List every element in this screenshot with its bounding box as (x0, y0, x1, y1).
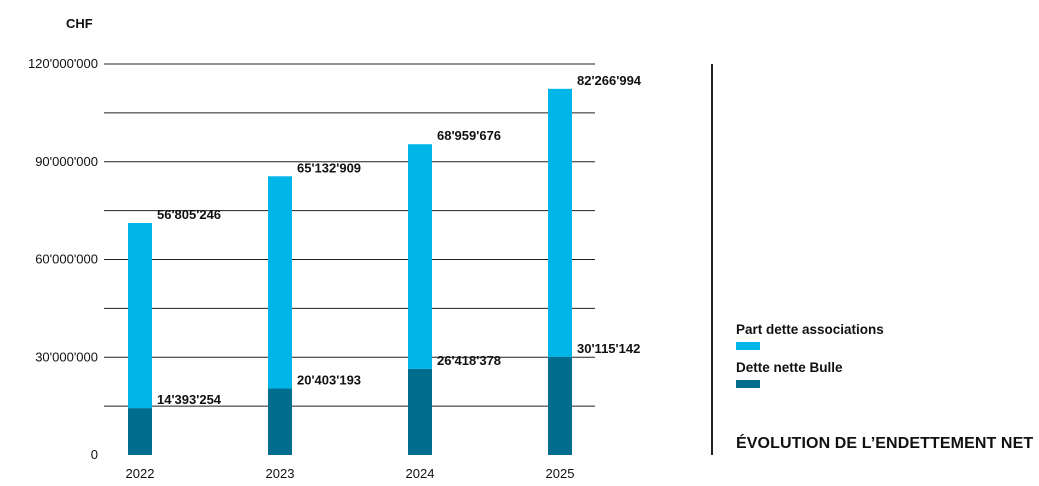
y-tick-label: 120'000'000 (28, 56, 98, 71)
y-tick-label: 30'000'000 (35, 349, 98, 364)
legend-item-bulle: Dette nette Bulle (736, 360, 884, 388)
bar-segment-bulle (128, 408, 152, 455)
grid-lines (104, 63, 595, 407)
y-tick-label: 60'000'000 (35, 252, 98, 267)
bar-segment-associations (128, 223, 152, 409)
legend-item-associations: Part dette associations (736, 322, 884, 350)
bar-segment-bulle (408, 368, 432, 455)
bar-value-label: 65'132'909 (297, 160, 361, 175)
chart-title: ÉVOLUTION DE L’ENDETTEMENT NET (736, 435, 1034, 452)
bar-segment-associations (268, 176, 292, 389)
bar-value-label: 20'403'193 (297, 373, 361, 388)
bar-segment-associations (408, 144, 432, 369)
x-tick-label: 2025 (546, 466, 575, 481)
bar-value-label: 14'393'254 (157, 392, 222, 407)
bar-value-label: 30'115'142 (577, 341, 640, 356)
x-axis-ticks: 2022 2023 2024 2025 (126, 466, 575, 481)
vertical-divider (711, 64, 713, 455)
bar-value-label: 26'418'378 (437, 353, 501, 368)
bar-segment-bulle (268, 388, 292, 455)
stacked-bar-chart: CHF 0 30'000'000 60'000'000 90'000'000 120'0… (28, 16, 642, 481)
bar-segment-associations (548, 88, 572, 357)
bars (128, 88, 572, 455)
bar-value-label: 68'959'676 (437, 128, 501, 143)
bar-segment-bulle (548, 356, 572, 455)
x-tick-label: 2024 (406, 466, 435, 481)
bar-value-label: 82'266'994 (577, 73, 642, 88)
legend: Part dette associations Dette nette Bull… (736, 322, 884, 398)
y-tick-label: 90'000'000 (35, 154, 98, 169)
y-tick-label: 0 (91, 447, 98, 462)
y-axis-ticks: 0 30'000'000 60'000'000 90'000'000 120'000'0… (28, 56, 98, 462)
bar-value-label: 56'805'246 (157, 207, 221, 222)
x-tick-label: 2022 (126, 466, 155, 481)
legend-label: Dette nette Bulle (736, 360, 843, 375)
y-axis-unit-label: CHF (66, 16, 93, 31)
legend-label: Part dette associations (736, 322, 884, 337)
legend-swatch (736, 342, 760, 350)
x-tick-label: 2023 (266, 466, 295, 481)
bar-labels: 14'393'254 56'805'246 20'403'193 65'132'909… (157, 73, 642, 407)
legend-swatch (736, 380, 760, 388)
